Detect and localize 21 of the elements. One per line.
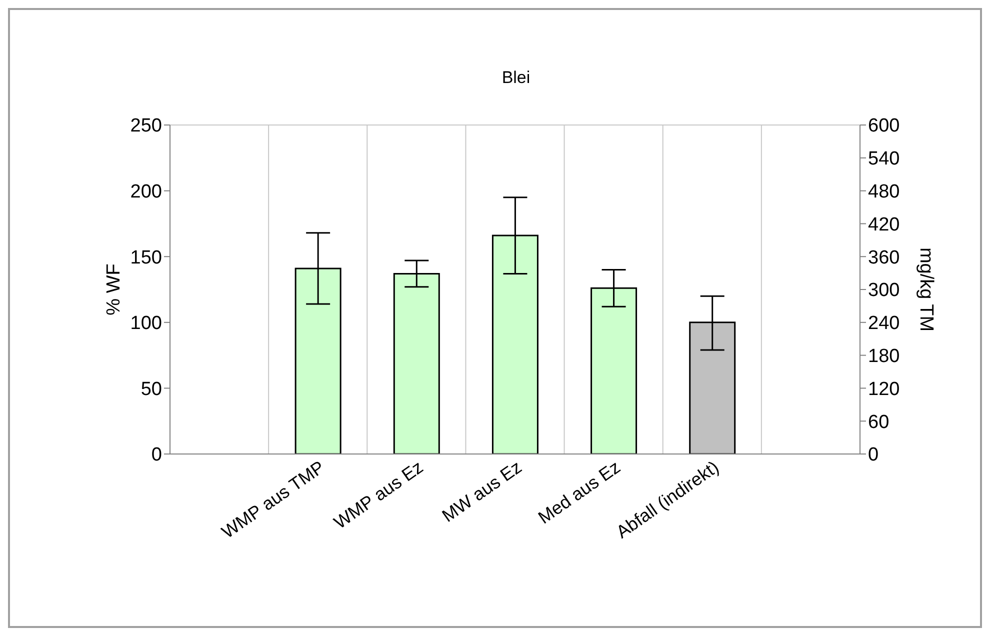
y-axis-title: % WF (104, 264, 125, 316)
x-tick-label: MW aus Ez (438, 456, 526, 526)
y2-tick-label: 420 (868, 214, 900, 236)
y2-tick-label: 600 (868, 116, 900, 137)
y-tick-label: 150 (130, 247, 162, 268)
y2-tick-label: 480 (868, 182, 900, 203)
y2-tick-label: 0 (868, 444, 879, 466)
y2-axis-title: mg/kg TM (915, 247, 936, 332)
y2-tick-label: 360 (868, 247, 900, 268)
y-tick-label: 200 (130, 182, 162, 203)
y-tick-label: 100 (130, 313, 162, 334)
y2-tick-label: 120 (868, 378, 900, 400)
y2-tick-label: 240 (868, 313, 900, 334)
y2-tick-label: 540 (868, 148, 900, 170)
y-tick-label: 0 (151, 444, 162, 466)
y2-tick-label: 60 (868, 412, 890, 433)
y2-tick-label: 180 (868, 346, 900, 368)
y-tick-label: 50 (140, 378, 162, 400)
chart-title: Blei (500, 68, 532, 88)
y-tick-label: 250 (130, 116, 162, 137)
y2-tick-label: 300 (868, 280, 900, 302)
